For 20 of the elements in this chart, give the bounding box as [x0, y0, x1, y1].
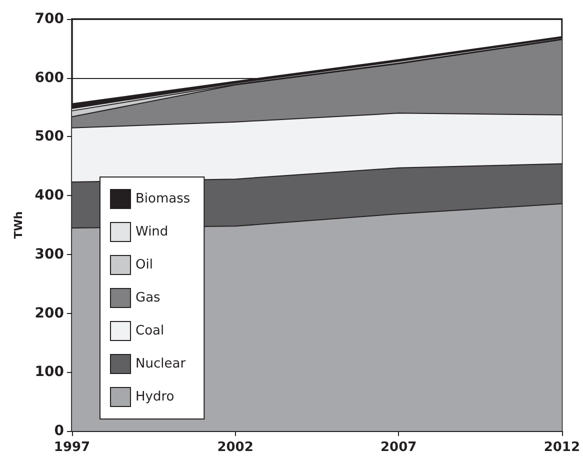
- y-tick-label: 200: [34, 305, 64, 322]
- y-tick-label: 700: [34, 11, 64, 27]
- legend-label: Gas: [136, 290, 161, 306]
- legend-label: Coal: [136, 324, 164, 338]
- legend-label: Biomass: [136, 192, 190, 206]
- legend-label: Oil: [136, 258, 153, 272]
- x-tick-label: 2002: [217, 440, 254, 455]
- y-tick-label: 600: [34, 70, 64, 86]
- x-tick-label: 2007: [380, 440, 417, 455]
- x-tick-label: 1997: [54, 440, 90, 455]
- y-tick-label: 500: [34, 128, 64, 145]
- legend-label: Nuclear: [136, 356, 186, 372]
- y-axis-title: TWh: [12, 211, 25, 239]
- y-tick-label: 100: [34, 364, 64, 380]
- y-tick-label: 400: [34, 188, 64, 204]
- legend-label: Hydro: [136, 390, 174, 404]
- x-tick-label: 2012: [544, 440, 580, 455]
- y-tick-label: 0: [54, 423, 64, 439]
- y-tick-label: 300: [34, 246, 64, 262]
- legend-label: Wind: [136, 224, 168, 240]
